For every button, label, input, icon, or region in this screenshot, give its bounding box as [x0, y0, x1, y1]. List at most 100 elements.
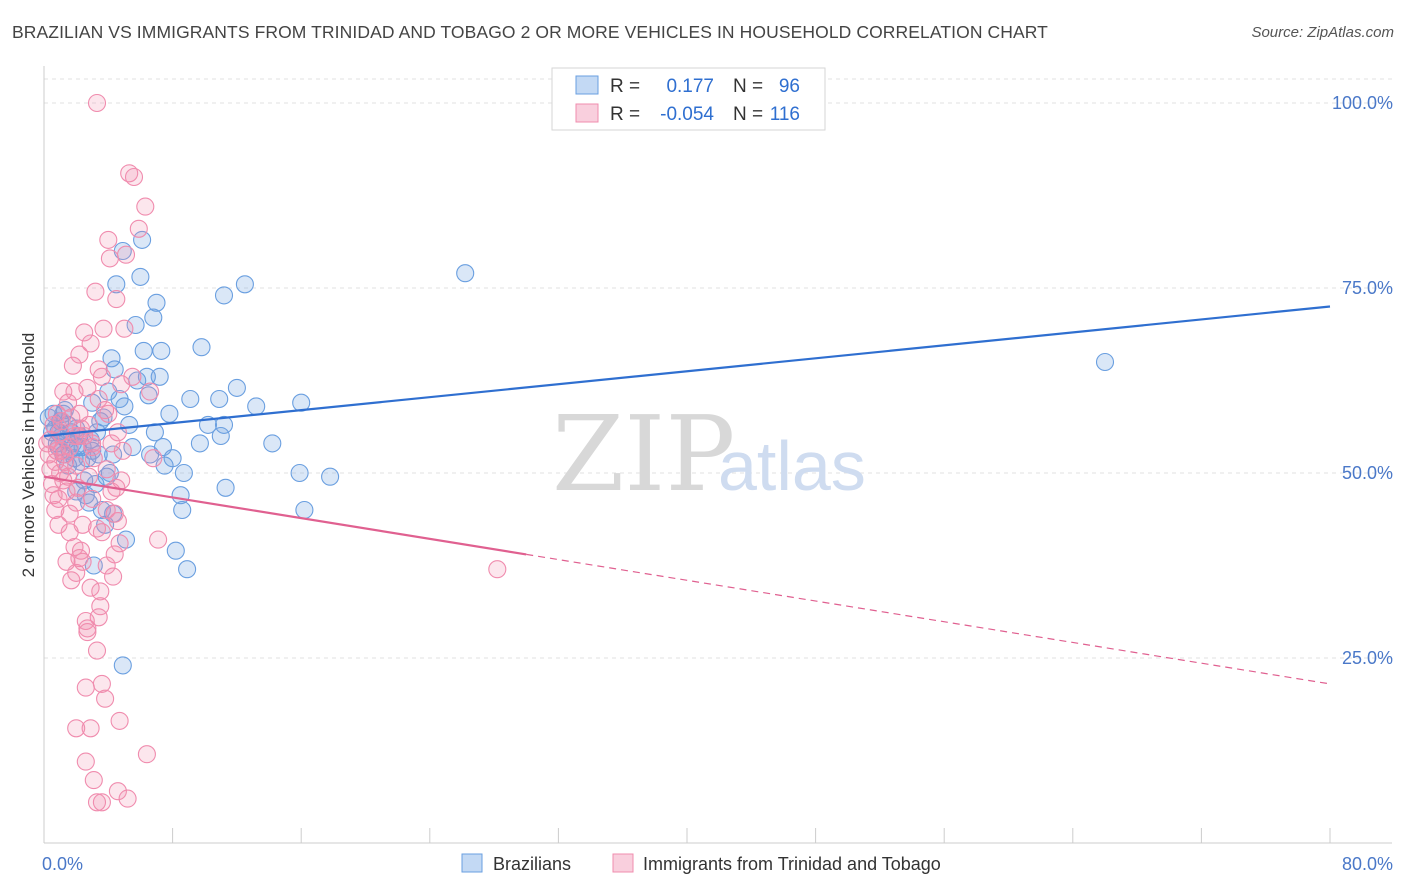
data-point-trinidad — [54, 382, 73, 401]
data-point-trinidad — [92, 674, 111, 693]
data-point-trinidad — [57, 552, 76, 571]
y-tick-label: 100.0% — [1332, 93, 1393, 113]
data-point-trinidad — [100, 249, 119, 268]
data-point-trinidad — [65, 537, 84, 557]
x-tick-label: 0.0% — [42, 854, 83, 874]
watermark-zip: ZIP — [552, 393, 735, 515]
data-point-trinidad — [123, 367, 142, 386]
data-point-trinidad — [46, 500, 65, 520]
legend-n-value-blue: 96 — [779, 76, 800, 97]
data-point-trinidad — [124, 167, 144, 187]
legend-r-value-blue: 0.177 — [666, 76, 714, 97]
data-point-trinidad — [129, 219, 148, 238]
bottom-legend-label-blue: Brazilians — [493, 854, 571, 874]
tick-labels: 25.0% 50.0% 75.0% 100.0% 0.0% 80.0% — [42, 93, 1393, 874]
bottom-legend-label-pink: Immigrants from Trinidad and Tobago — [643, 854, 941, 874]
data-point-trinidad — [92, 793, 111, 812]
data-point-brazilians — [174, 463, 193, 483]
data-point-trinidad — [83, 489, 102, 508]
data-point-trinidad — [67, 719, 86, 738]
data-point-brazilians — [137, 367, 156, 386]
data-point-brazilians — [321, 467, 340, 486]
data-point-trinidad — [104, 567, 123, 586]
data-point-trinidad — [87, 93, 107, 113]
data-point-trinidad — [60, 523, 79, 542]
data-point-trinidad — [107, 290, 126, 309]
trend-line-brazilians — [43, 305, 1331, 438]
data-point-trinidad — [118, 789, 137, 808]
data-point-trinidad — [94, 319, 113, 338]
data-point-brazilians — [147, 293, 166, 312]
data-point-brazilians — [120, 415, 139, 434]
y-tick-label: 50.0% — [1342, 463, 1393, 483]
data-point-brazilians — [211, 426, 230, 446]
bottom-legend: Brazilians Immigrants from Trinidad and … — [461, 853, 941, 874]
stats-legend: R = 0.177 N = 96 R = -0.054 N = 116 — [551, 67, 826, 131]
data-point-brazilians — [216, 478, 235, 497]
data-point-brazilians — [150, 367, 169, 386]
data-point-trinidad — [488, 560, 507, 579]
data-point-brazilians — [115, 397, 134, 416]
data-point-trinidad — [89, 360, 108, 379]
data-point-brazilians — [456, 264, 475, 283]
data-point-brazilians — [134, 341, 153, 360]
watermark: ZIP atlas — [552, 393, 866, 515]
data-point-brazilians — [84, 556, 103, 575]
data-point-brazilians — [181, 389, 200, 409]
legend-swatch-pink — [575, 103, 599, 123]
data-point-trinidad — [99, 230, 118, 249]
data-point-brazilians — [123, 438, 142, 457]
data-point-brazilians — [144, 308, 163, 327]
data-point-trinidad — [78, 378, 97, 397]
data-point-brazilians — [295, 500, 314, 520]
data-point-brazilians — [166, 541, 185, 560]
legend-n-value-pink: 116 — [770, 104, 800, 125]
data-point-trinidad — [97, 460, 116, 479]
data-point-trinidad — [87, 793, 107, 812]
data-point-brazilians — [178, 560, 197, 579]
data-point-trinidad — [76, 678, 95, 697]
data-point-trinidad — [63, 356, 82, 375]
legend-r-label-blue: R = — [610, 76, 640, 97]
chart-title: BRAZILIAN VS IMMIGRANTS FROM TRINIDAD AN… — [12, 22, 1048, 42]
data-point-trinidad — [91, 582, 110, 601]
trend-line-trinidad-projection — [526, 553, 1331, 685]
data-point-brazilians — [190, 434, 209, 453]
data-point-trinidad — [89, 608, 108, 627]
legend-swatch-blue — [575, 75, 599, 95]
data-point-trinidad — [55, 452, 74, 471]
data-point-brazilians — [210, 389, 229, 409]
data-point-trinidad — [84, 771, 103, 790]
data-point-trinidad — [115, 319, 134, 338]
data-point-trinidad — [137, 745, 156, 764]
data-point-trinidad — [97, 556, 116, 575]
data-point-brazilians — [113, 656, 132, 675]
data-point-trinidad — [144, 449, 163, 468]
y-tick-label: 75.0% — [1342, 278, 1393, 298]
bottom-legend-swatch-blue — [461, 853, 483, 873]
trend-line-trinidad — [43, 475, 527, 556]
data-point-trinidad — [81, 334, 100, 353]
legend-r-value-pink: -0.054 — [660, 104, 714, 125]
data-point-trinidad — [79, 415, 99, 434]
data-point-brazilians — [247, 397, 266, 416]
data-point-trinidad — [108, 782, 127, 801]
data-point-trinidad — [79, 467, 99, 486]
data-point-brazilians — [102, 349, 121, 368]
data-point-trinidad — [97, 500, 116, 520]
data-point-trinidad — [78, 619, 97, 638]
source-label: Source: ZipAtlas.com — [1251, 24, 1394, 41]
data-point-brazilians — [155, 456, 174, 475]
data-point-trinidad — [99, 404, 118, 423]
data-point-trinidad — [65, 426, 84, 446]
legend-r-label-pink: R = — [610, 104, 640, 125]
data-point-trinidad — [113, 441, 132, 460]
data-point-trinidad — [112, 375, 131, 394]
data-point-brazilians — [192, 338, 211, 357]
data-point-brazilians — [214, 415, 234, 434]
data-point-trinidad — [81, 719, 100, 738]
data-point-trinidad — [108, 512, 127, 531]
y-tick-label: 25.0% — [1342, 648, 1393, 668]
data-point-trinidad — [46, 452, 65, 471]
